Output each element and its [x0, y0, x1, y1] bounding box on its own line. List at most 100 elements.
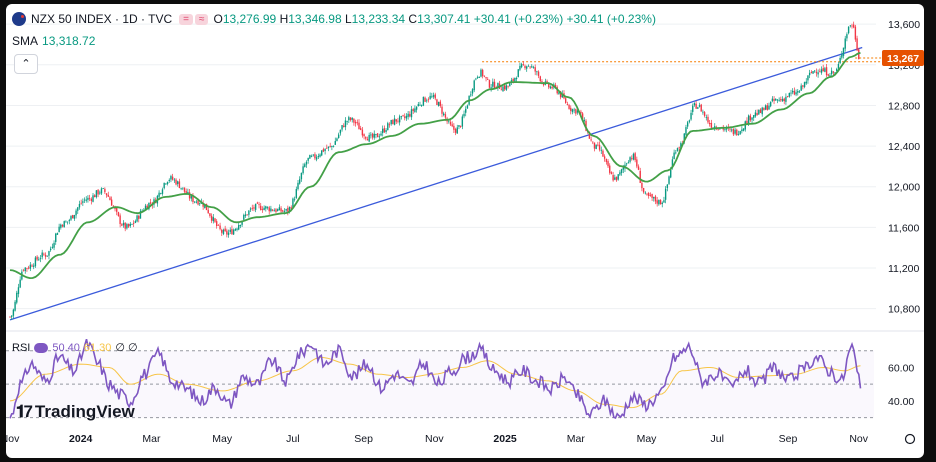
candle-body [402, 115, 404, 117]
candle-body [690, 112, 692, 120]
rsi-label: RSI [12, 341, 31, 354]
candle-body [129, 223, 131, 227]
candle-body [393, 118, 396, 125]
candle-body [505, 85, 508, 90]
price-badge [882, 49, 924, 66]
candle-body [644, 192, 647, 194]
candle-body [420, 104, 423, 106]
candle-body [304, 164, 306, 167]
candle-body [790, 92, 792, 94]
candle-body [532, 66, 535, 68]
approx-badge[interactable]: ≈ [194, 13, 209, 25]
candle-body [221, 229, 223, 233]
symbol-legend: NZX 50 INDEX · 1D · TVC = ≈ O13,276.99 H… [12, 12, 656, 26]
compare-badge[interactable]: = [179, 13, 193, 25]
candle-body [834, 72, 836, 74]
candle-body [41, 252, 43, 258]
candle-body [407, 113, 409, 117]
candle-body [839, 57, 841, 64]
candle-body [432, 95, 435, 97]
candle-body [764, 105, 767, 110]
candle-body [412, 109, 414, 112]
candle-body [698, 105, 701, 107]
candle-body [471, 89, 474, 94]
rsi-ma-value: 61.30 [83, 341, 112, 354]
candle-body [283, 211, 286, 212]
candle-body [109, 197, 111, 201]
candle-body [334, 141, 336, 145]
rsi-empty-values: ∅ ∅ [115, 342, 138, 354]
chevron-up-icon[interactable]: ⌃ [14, 54, 38, 74]
candle-body [837, 64, 840, 69]
candle-body [312, 154, 314, 156]
candle-body [219, 225, 221, 230]
candle-body [248, 210, 250, 215]
candle-body [107, 194, 109, 197]
candle-body [700, 104, 702, 112]
candle-body [466, 105, 469, 109]
candle-body [263, 207, 265, 210]
symbol-title[interactable]: NZX 50 INDEX · 1D · TVC [31, 12, 173, 26]
candle-body [546, 81, 548, 83]
candle-body [370, 134, 372, 136]
candle-body [781, 98, 784, 102]
sma-legend[interactable]: SMA 13,318.72 [12, 34, 95, 48]
candle-body [268, 207, 270, 212]
candle-body [315, 157, 318, 160]
candle-body [110, 199, 113, 206]
candle-body [392, 119, 394, 125]
candle-body [434, 94, 436, 99]
candle-body [99, 192, 101, 194]
candle-body [410, 109, 413, 118]
candle-body [588, 132, 591, 139]
candle-body [371, 133, 374, 138]
toggle-icon[interactable] [34, 342, 49, 353]
candle-body [473, 80, 475, 91]
candle-body [571, 109, 574, 113]
candle-body [778, 99, 780, 101]
candle-body [24, 267, 26, 272]
candle-body [119, 215, 121, 224]
candle-body [758, 109, 760, 115]
candle-body [529, 66, 531, 68]
candle-body [171, 176, 174, 180]
candle-body [829, 75, 831, 77]
candle-body [729, 128, 731, 130]
candle-body [227, 232, 230, 236]
chart-canvas[interactable]: 10,800 11,200 11,600 12,000 12,400 12,800 13,2… [6, 4, 924, 458]
candle-body [827, 74, 829, 76]
sma-line [9, 51, 861, 280]
candle-body [358, 122, 360, 130]
candle-body [773, 98, 775, 101]
candle-body [361, 129, 364, 136]
time-tick-label: Nov [849, 433, 868, 445]
candle-body [404, 116, 406, 118]
candle-body [580, 111, 582, 114]
candle-body [61, 224, 64, 227]
candle-body [814, 70, 816, 72]
candle-body [436, 99, 438, 105]
rsi-legend[interactable]: RSI 50.40 61.30 ∅ ∅ [12, 341, 138, 355]
candle-body [798, 91, 801, 93]
tradingview-logo[interactable]: 𝟏7 TradingView [16, 402, 135, 422]
candle-body [82, 201, 84, 203]
price-tick-label: 12,400 [888, 141, 920, 153]
candle-body [788, 92, 791, 97]
candle-body [232, 229, 235, 235]
candle-body [380, 133, 382, 136]
candle-body [251, 207, 253, 209]
candle-body [803, 82, 806, 88]
candle-body [100, 188, 103, 194]
candle-body [192, 195, 194, 202]
tradingview-icon: 𝟏7 [16, 402, 33, 421]
price-tick-label: 11,200 [888, 263, 919, 275]
candle-body [244, 214, 247, 216]
candle-body [33, 265, 35, 267]
candle-body [397, 120, 399, 122]
time-tick-label: Nov [425, 433, 444, 445]
rsi-line [9, 338, 862, 420]
candle-body [509, 83, 511, 87]
candle-body [288, 206, 291, 211]
candle-body [117, 212, 120, 217]
candle-body [851, 25, 853, 27]
